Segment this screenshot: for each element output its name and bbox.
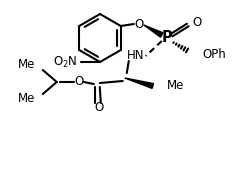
Polygon shape [125,78,153,88]
Text: OPh: OPh [203,48,227,62]
Text: Me: Me [18,58,35,72]
Text: O: O [134,18,144,30]
Text: Me: Me [18,92,35,106]
Text: P: P [162,30,172,46]
Text: O$_2$N: O$_2$N [54,54,78,70]
Text: O: O [94,101,103,115]
Text: HN: HN [127,49,144,63]
Text: O: O [193,16,202,30]
Polygon shape [144,25,163,37]
Text: O: O [74,75,84,89]
Text: Me: Me [167,80,184,92]
